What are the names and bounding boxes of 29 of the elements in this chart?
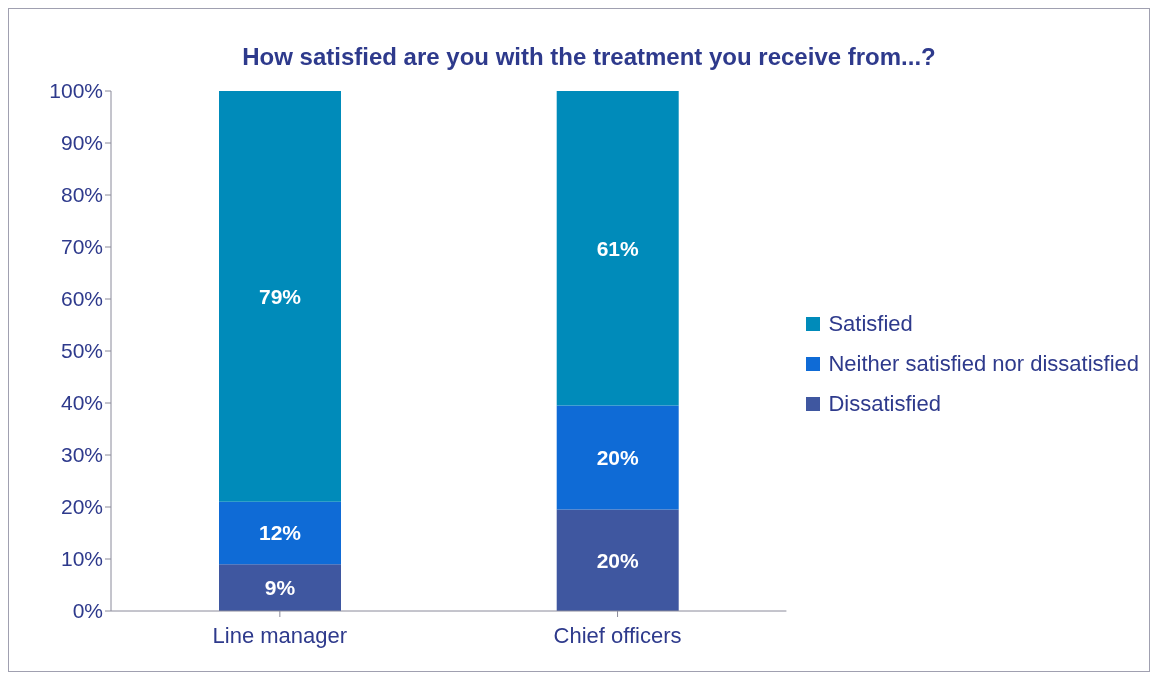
legend-label: Dissatisfied [828,391,941,417]
legend-label: Satisfied [828,311,913,337]
y-tick-label: 60% [60,287,103,311]
bar [219,501,341,565]
y-tick-label: 50% [60,339,103,363]
bar [556,509,679,611]
data-label: 79% [258,284,302,308]
data-label: 20% [596,548,640,572]
y-tick-label: 30% [60,443,103,467]
y-tick-label: 10% [60,547,103,571]
legend-label: Neither satisfied nor dissatisfied [828,351,1139,377]
data-label: 12% [258,521,302,545]
y-tick-label: 40% [60,391,103,415]
y-tick-label: 0% [72,599,103,623]
chart-title: How satisfied are you with the treatment you receive from...? [241,43,937,71]
bar [556,405,679,510]
bar [556,91,679,406]
y-tick-label: 100% [49,79,103,103]
bar [219,564,341,611]
data-label: 61% [596,236,640,260]
data-label: 20% [596,446,640,470]
x-tick-label: Chief officers [553,622,682,648]
y-tick-label: 90% [60,131,103,155]
bar [219,91,341,502]
y-tick-label: 80% [60,183,103,207]
data-label: 9% [264,576,296,600]
x-tick-label: Line manager [212,622,348,648]
y-tick-label: 20% [60,495,103,519]
y-tick-label: 70% [60,235,103,259]
